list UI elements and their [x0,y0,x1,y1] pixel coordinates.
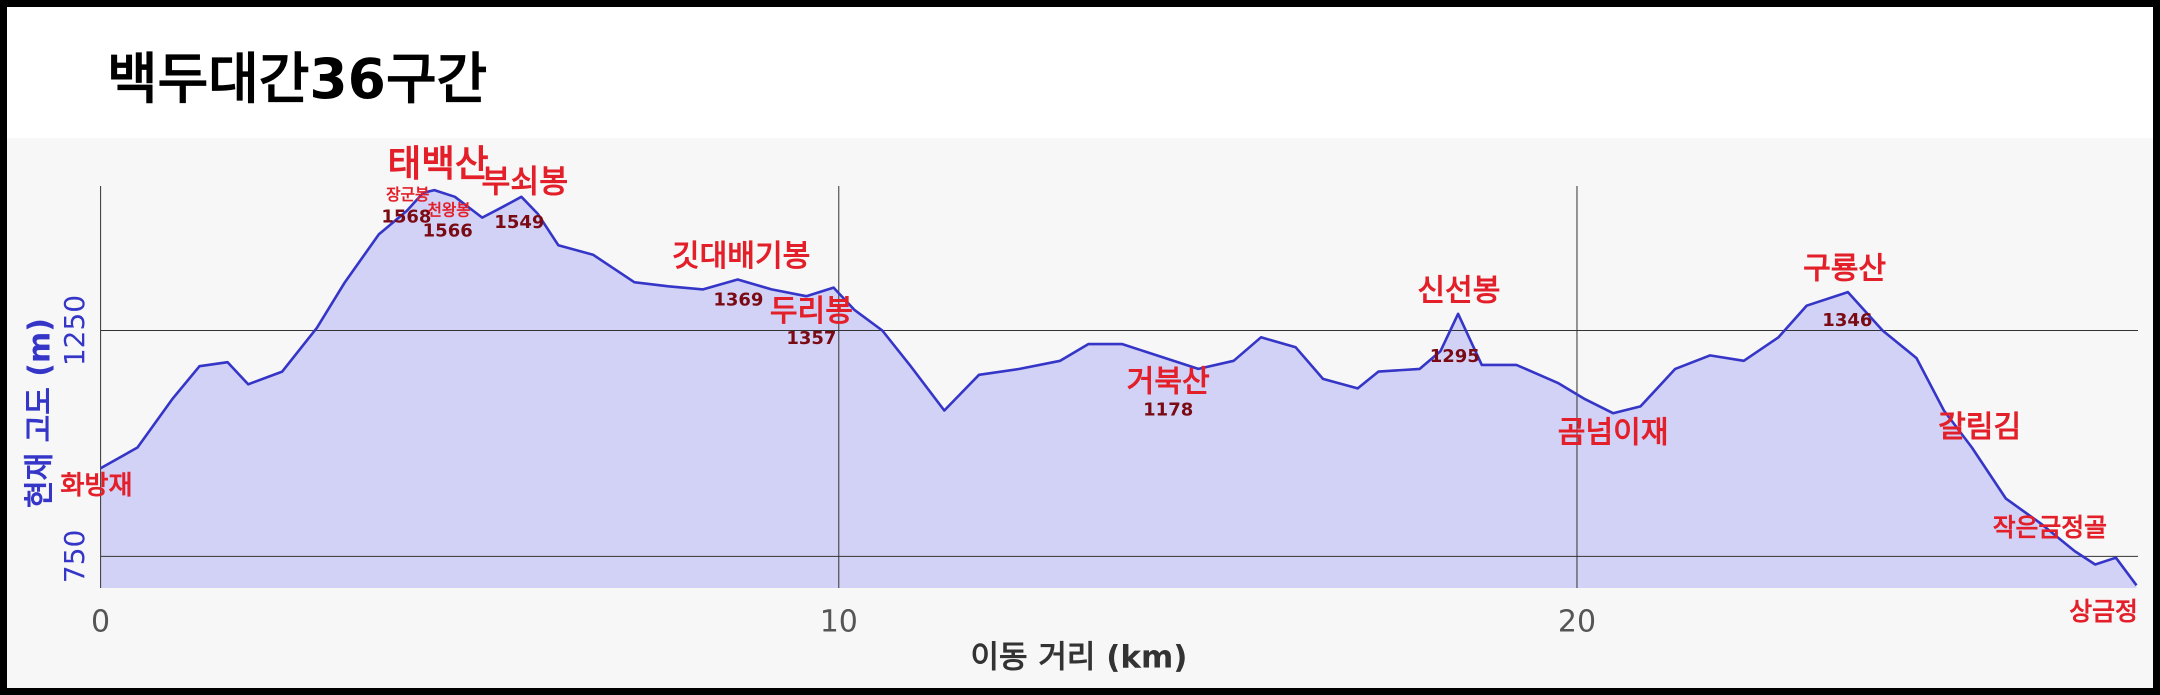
elevation-label: 1549 [494,212,544,233]
chart-title: 백두대간36구간 [107,47,487,111]
place-label: 화방재 [60,471,132,501]
elevation-label: 1369 [713,289,763,310]
place-label: 상금정 [2069,597,2138,626]
area-fill [100,190,2137,588]
x-axis-title: 이동 거리 (km) [971,640,1188,676]
elevation-label: 1568 [381,207,431,228]
elevation-label: 1295 [1430,346,1480,367]
elevation-label: 1357 [786,328,836,349]
x-tick-label: 10 [820,605,858,640]
elevation-label: 1178 [1143,400,1193,421]
elevation-label: 1566 [423,220,473,241]
y-tick-label: 750 [58,530,91,583]
place-label: 부쇠봉 [482,164,569,200]
place-label: 신선봉 [1417,274,1500,309]
x-tick-label: 20 [1558,605,1596,640]
place-label: 깃대배기봉 [672,239,810,274]
elevation-label: 1346 [1822,310,1872,331]
place-label: 거북산 [1127,364,1210,399]
y-axis-title: 현재 고도 (m) [23,318,58,508]
place-label: 구룡산 [1803,252,1886,287]
x-tick-label: 0 [91,605,110,640]
place-label: 장군봉 [386,185,429,204]
profile-line [99,188,2138,587]
place-label: 천왕봉 [427,200,470,219]
place-label: 갈림김 [1938,410,2021,445]
place-label: 작은금정골 [1993,513,2107,542]
place-label: 태백산 [388,142,489,185]
place-label: 곰넘이재 [1558,415,1669,450]
place-label: 두리봉 [770,294,853,329]
title-bar [0,0,2160,138]
y-tick-label: 1250 [58,295,91,366]
